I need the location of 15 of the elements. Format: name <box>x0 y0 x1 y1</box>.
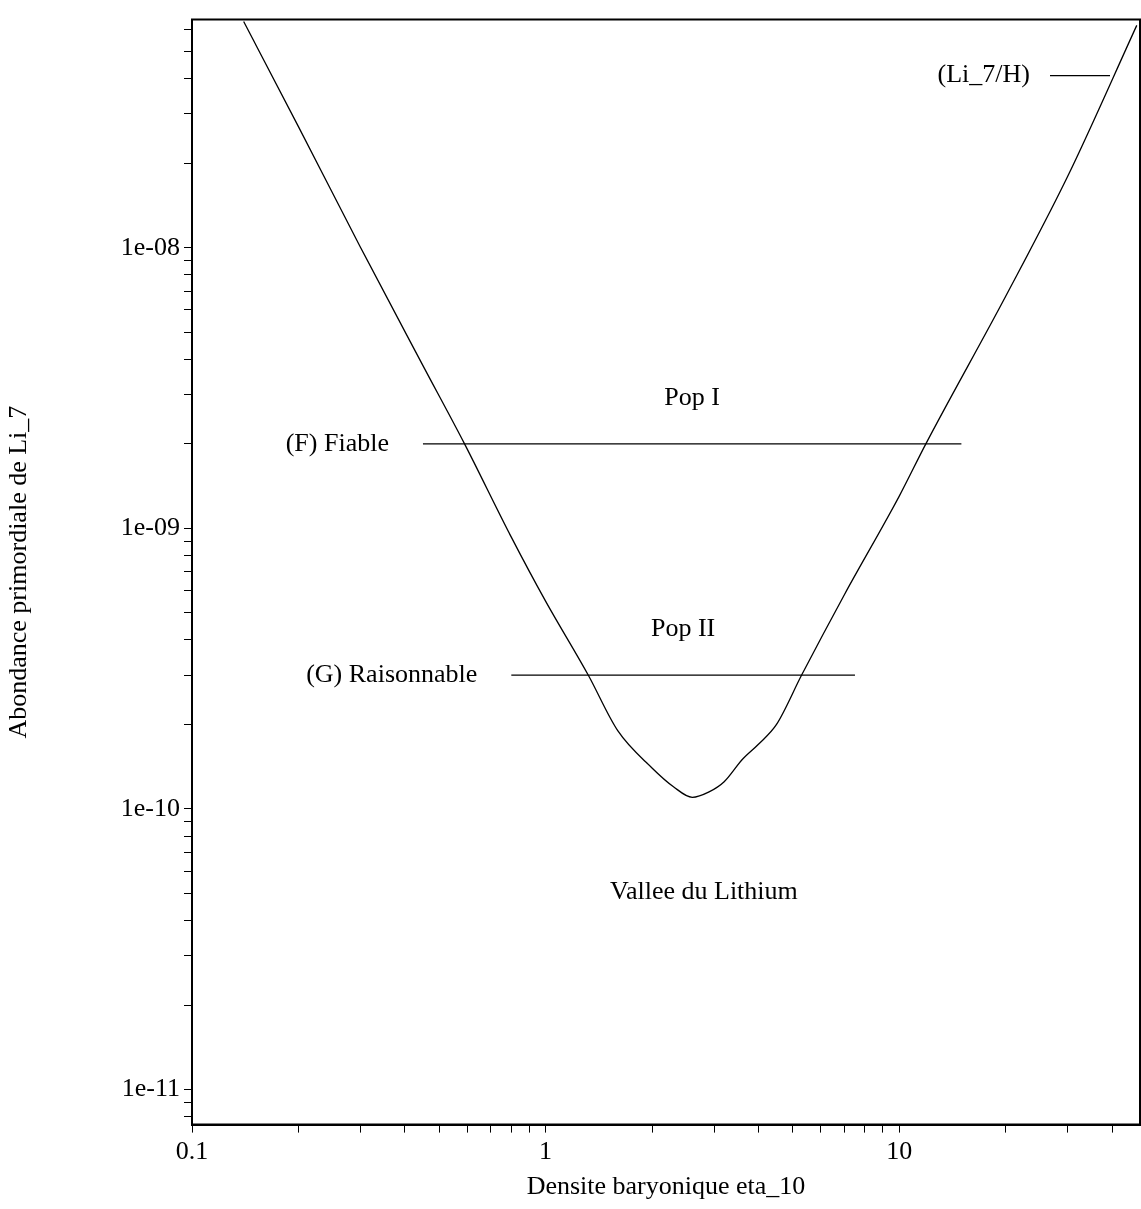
x-tick-label: 1 <box>539 1136 553 1166</box>
y-axis-title: Abondance primordiale de Li_7 <box>3 405 33 739</box>
y-tick-label: 1e-08 <box>120 231 180 261</box>
series-label: (G) Raisonnable <box>306 658 478 688</box>
x-axis-title: Densite baryonique eta_10 <box>526 1171 806 1201</box>
x-tick-label: 10 <box>886 1136 913 1166</box>
y-tick-label: 1e-10 <box>120 792 180 822</box>
y-tick-label: 1e-11 <box>121 1073 180 1103</box>
legend-label: (Li_7/H) <box>937 59 1030 89</box>
x-tick-label: 0.1 <box>175 1136 209 1166</box>
y-tick-label: 1e-09 <box>120 512 180 542</box>
annotation: Pop II <box>650 612 716 642</box>
annotation: Pop I <box>664 381 720 411</box>
series-label: (F) Fiable <box>285 427 389 457</box>
annotation: Vallee du Lithium <box>610 876 798 906</box>
